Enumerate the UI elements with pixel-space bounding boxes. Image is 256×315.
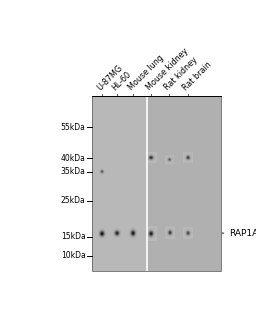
Text: Mouse kidney: Mouse kidney (145, 47, 190, 92)
Text: 10kDa: 10kDa (61, 251, 86, 260)
Text: 55kDa: 55kDa (61, 123, 86, 132)
Text: U-87MG: U-87MG (95, 63, 124, 92)
Text: 35kDa: 35kDa (61, 168, 86, 176)
Text: 15kDa: 15kDa (61, 232, 86, 241)
Text: Rat kidney: Rat kidney (163, 56, 200, 92)
Text: Mouse lung: Mouse lung (126, 54, 165, 92)
Text: HL-60: HL-60 (110, 70, 133, 92)
Bar (92, 96, 221, 271)
Text: 40kDa: 40kDa (61, 153, 86, 163)
Text: RAP1A: RAP1A (221, 229, 256, 238)
Bar (92, 96, 147, 271)
Text: Rat brain: Rat brain (181, 60, 214, 92)
Text: 25kDa: 25kDa (61, 196, 86, 205)
Bar (147, 96, 221, 271)
